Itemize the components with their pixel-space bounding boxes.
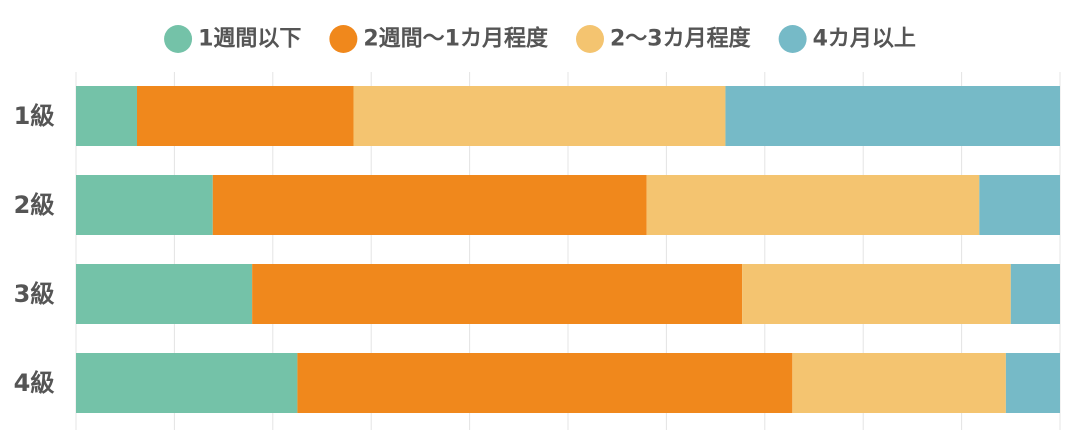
bars [76, 86, 1060, 413]
bar-segment [1010, 264, 1060, 324]
category-labels: 1級 2級 3級 4級 [14, 102, 55, 397]
legend-label: 4カ月以上 [813, 27, 916, 52]
bar-segment [137, 86, 354, 146]
category-label: 2級 [14, 191, 55, 219]
bar-segment [742, 264, 1011, 324]
legend-swatch [329, 25, 358, 53]
legend: 1週間以下 2週間〜1カ月程度 2〜3カ月程度 4カ月以上 [164, 25, 916, 53]
bar-segment [212, 175, 647, 235]
category-label: 3級 [14, 280, 55, 308]
bar-segment [646, 175, 980, 235]
legend-label: 1週間以下 [198, 27, 301, 52]
bar-segment [353, 86, 726, 146]
bar-segment [76, 264, 253, 324]
legend-swatch [164, 25, 193, 53]
bar-segment [76, 86, 138, 146]
bar-segment [979, 175, 1060, 235]
category-label: 1級 [14, 102, 55, 130]
bar-segment [725, 86, 1060, 146]
legend-item: 2週間〜1カ月程度 [329, 25, 549, 53]
legend-label: 2〜3カ月程度 [610, 26, 752, 52]
legend-item: 4カ月以上 [778, 25, 916, 53]
bar-segment [1005, 353, 1060, 413]
legend-swatch [576, 25, 604, 53]
legend-label: 2週間〜1カ月程度 [363, 26, 549, 52]
bar-segment [297, 353, 793, 413]
bar-segment [792, 353, 1006, 413]
legend-item: 1週間以下 [164, 25, 301, 53]
bar-segment [76, 353, 298, 413]
legend-swatch [778, 25, 807, 53]
bar-segment [252, 264, 743, 324]
legend-item: 2〜3カ月程度 [576, 25, 752, 53]
bar-segment [76, 175, 213, 235]
category-label: 4級 [14, 369, 55, 397]
